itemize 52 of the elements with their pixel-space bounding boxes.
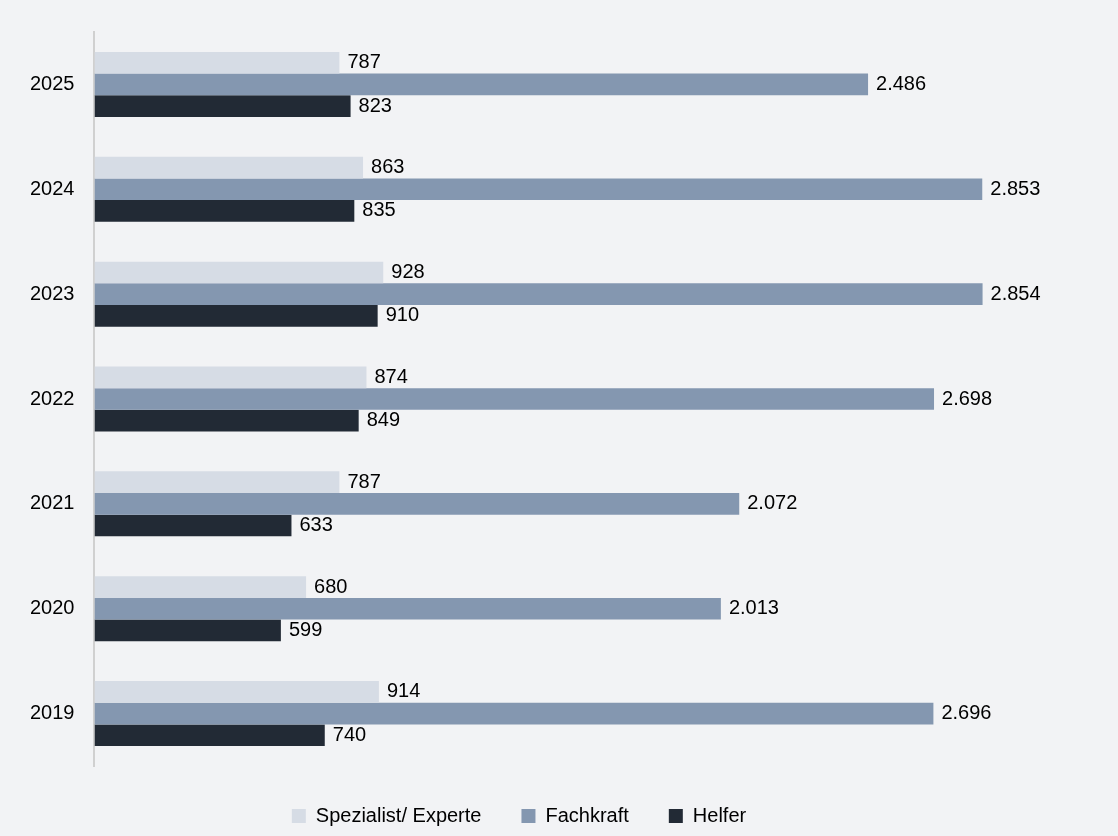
- bar: [94, 304, 378, 327]
- data-label: 787: [347, 469, 381, 492]
- bar: [94, 619, 281, 642]
- legend-label: Spezialist/ Experte: [315, 803, 482, 826]
- bar: [94, 156, 364, 179]
- data-label: 680: [314, 574, 348, 597]
- bar: [94, 261, 384, 284]
- data-label: 874: [374, 364, 408, 387]
- data-label: 835: [362, 198, 396, 221]
- data-label: 2.853: [990, 176, 1041, 199]
- bar: [94, 366, 367, 389]
- bar: [94, 514, 292, 537]
- data-label: 2.013: [728, 596, 779, 619]
- y-tick-label: 2025: [29, 71, 75, 94]
- data-label: 910: [385, 303, 420, 326]
- bar: [94, 597, 721, 620]
- y-tick-label: 2022: [29, 386, 75, 409]
- data-label: 2.072: [747, 491, 798, 514]
- bar: [94, 51, 340, 74]
- bar: [94, 178, 983, 201]
- data-label: 2.486: [876, 71, 927, 94]
- bar: [94, 73, 869, 96]
- y-tick-label: 2019: [29, 701, 75, 724]
- data-label: 823: [358, 93, 392, 116]
- y-tick-label: 2024: [29, 176, 75, 199]
- legend-label: Helfer: [692, 803, 747, 826]
- y-tick-label: 2021: [29, 491, 75, 514]
- data-label: 787: [347, 50, 381, 73]
- bar: [94, 724, 325, 747]
- data-label: 928: [391, 259, 425, 282]
- data-label: 849: [366, 408, 401, 431]
- data-label: 914: [386, 679, 421, 702]
- y-tick-label: 2020: [29, 596, 75, 619]
- bar: [94, 471, 340, 494]
- data-label: 2.698: [942, 386, 993, 409]
- bar: [94, 493, 740, 515]
- bar: [94, 409, 359, 432]
- data-label: 2.854: [990, 281, 1041, 304]
- bar: [94, 95, 351, 117]
- y-tick-label: 2023: [29, 281, 75, 304]
- data-label: 2.696: [941, 701, 992, 724]
- bar: [94, 681, 379, 703]
- bar: [94, 283, 983, 305]
- legend-label: Fachkraft: [545, 803, 630, 826]
- bar: [94, 576, 307, 598]
- bar: [94, 702, 934, 725]
- data-label: 599: [288, 617, 323, 640]
- data-label: 863: [371, 155, 405, 178]
- bar: [94, 388, 935, 410]
- data-label: 740: [332, 722, 367, 745]
- bar: [94, 200, 355, 222]
- data-label: 633: [299, 513, 333, 536]
